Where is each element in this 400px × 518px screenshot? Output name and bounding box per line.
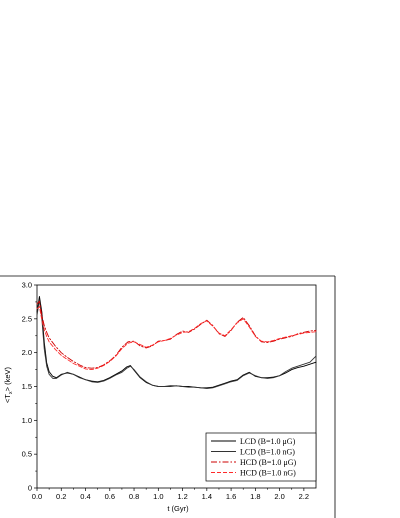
- y-axis-title: <Tx> (keV): [3, 366, 14, 403]
- legend-label: LCD (B=1.0 nG): [240, 448, 295, 457]
- series-line-2: [36, 299, 317, 389]
- x-tick-label: 2.2: [299, 492, 309, 501]
- y-axis-title-main: <T: [3, 394, 12, 403]
- y-tick-label: 0.5: [22, 450, 32, 459]
- x-tick-label: 0.4: [80, 492, 90, 501]
- x-tick-label: 0.8: [129, 492, 139, 501]
- y-tick-label: 1.0: [22, 416, 32, 425]
- y-axis-title-sub: x: [8, 391, 14, 394]
- series-line-1: [36, 296, 317, 389]
- x-tick-label: 1.6: [226, 492, 236, 501]
- x-tick-label: 1.4: [202, 492, 212, 501]
- legend-label: HCD (B=1.0 μG): [240, 458, 296, 467]
- x-tick-label: 1.0: [153, 492, 163, 501]
- y-tick-label: 2.5: [22, 314, 32, 323]
- legend-label: LCD (B=1.0 μG): [240, 437, 296, 446]
- y-tick-label: 2.0: [22, 348, 32, 357]
- x-tick-label: 0.6: [105, 492, 115, 501]
- x-tick-label: 0.2: [56, 492, 66, 501]
- x-axis-title: t (Gyr): [167, 504, 189, 513]
- y-tick-label: 0: [28, 484, 32, 493]
- y-tick-label: 1.5: [22, 382, 32, 391]
- x-tick-label: 2.0: [274, 492, 284, 501]
- legend: LCD (B=1.0 μG) LCD (B=1.0 nG)HCD (B=1.0 μ…: [205, 432, 317, 482]
- y-tick-label: 3.0: [22, 281, 32, 290]
- y-axis-title-unit: > (keV): [3, 366, 12, 391]
- legend-label: HCD (B=1.0 nG): [240, 469, 296, 478]
- x-tick-label: 0.0: [32, 492, 42, 501]
- x-tick-label: 1.2: [177, 492, 187, 501]
- x-tick-label: 1.8: [250, 492, 260, 501]
- series-line-3: [36, 300, 317, 369]
- axes-ticks: 0 0.5 1.0 1.5 2.0 2.5 3.0 0.0 0.2 0.4 0.6 0.8 1.0 1.2…: [22, 281, 310, 502]
- series-line-4: [36, 306, 317, 371]
